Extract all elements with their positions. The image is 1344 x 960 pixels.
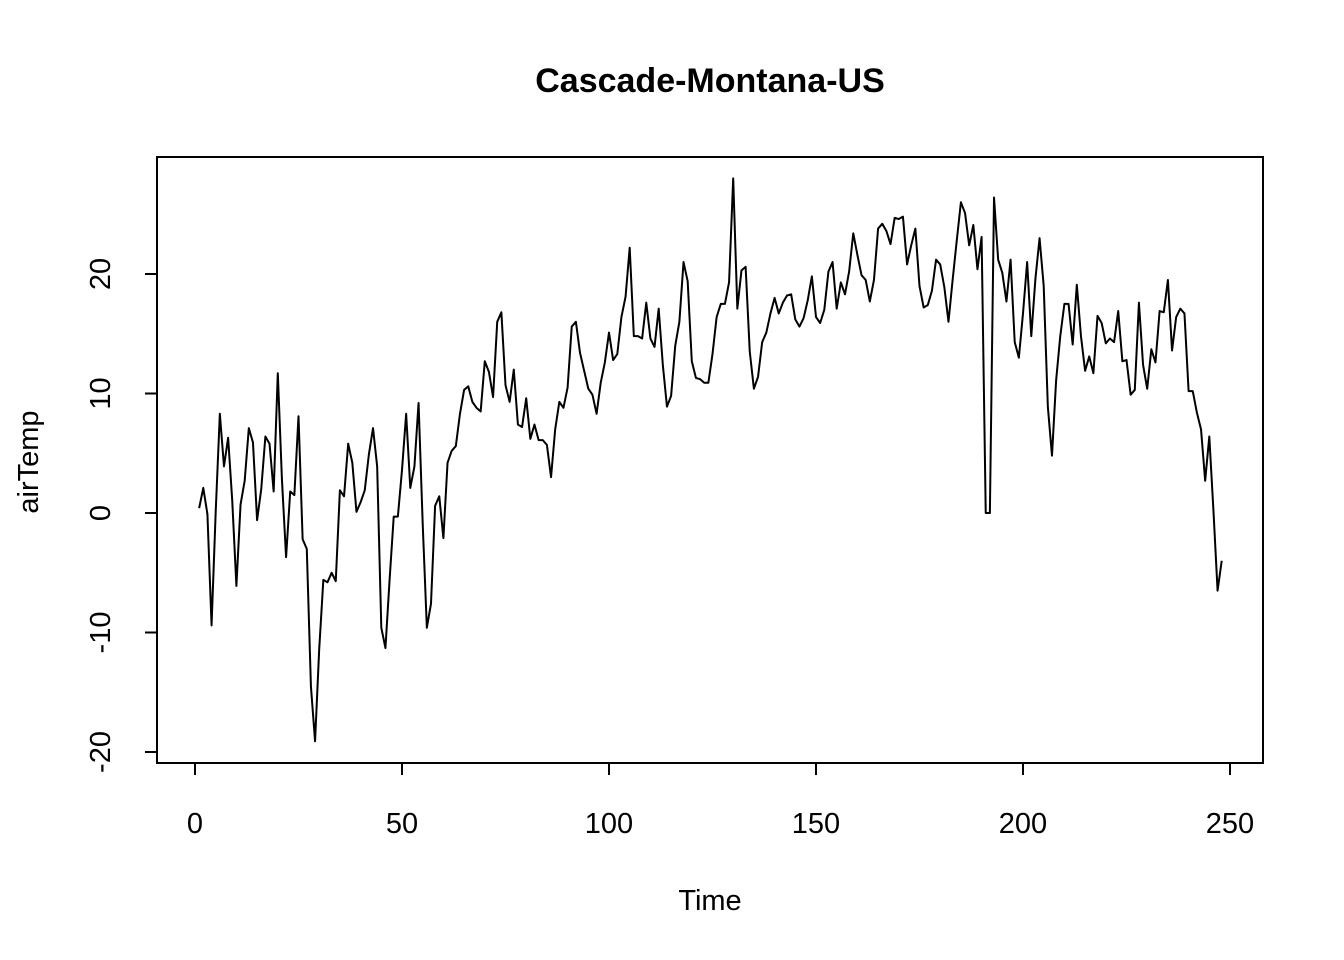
x-axis: 0 50 100 150 200 250 — [187, 762, 1254, 840]
x-axis-label: Time — [678, 885, 741, 917]
y-tick-label: -20 — [85, 731, 117, 773]
plot-frame — [156, 156, 1264, 764]
x-tick-label: 50 — [386, 808, 418, 840]
x-tick-label: 250 — [1206, 808, 1254, 840]
y-tick-label: 10 — [85, 377, 117, 409]
x-tick-label: 150 — [792, 808, 840, 840]
chart-title: Cascade-Montana-US — [535, 62, 885, 100]
y-tick-label: 20 — [85, 258, 117, 290]
series-line-airtemp — [198, 177, 1223, 743]
x-tick-label: 200 — [999, 808, 1047, 840]
y-axis: -20 -10 0 10 20 — [85, 258, 158, 773]
y-axis-label: airTemp — [13, 410, 45, 513]
x-tick-label: 0 — [187, 808, 203, 840]
y-tick-label: 0 — [85, 505, 117, 521]
x-tick-label: 100 — [585, 808, 633, 840]
y-tick-label: -10 — [85, 612, 117, 654]
